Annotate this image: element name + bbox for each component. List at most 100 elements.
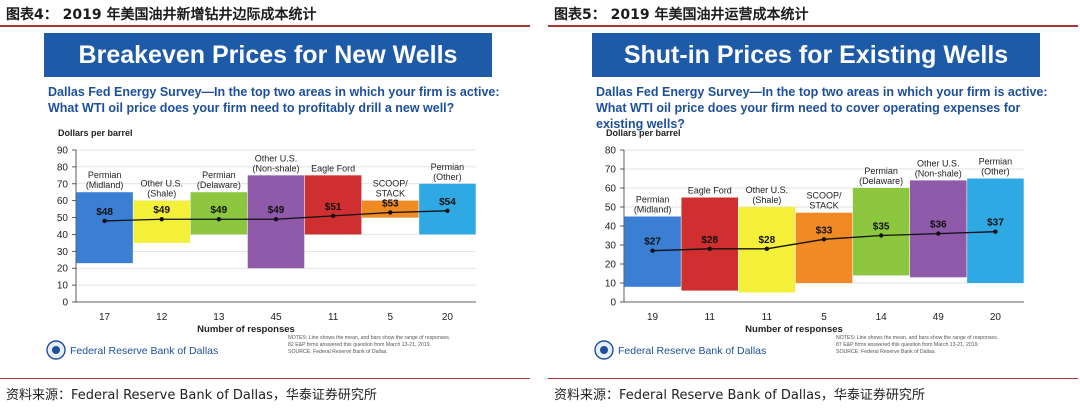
logo-text: Federal Reserve Bank of Dallas <box>70 345 218 357</box>
y-tick-label: 30 <box>57 247 69 258</box>
chart-banner-title: Shut-in Prices for Existing Wells <box>592 33 1040 77</box>
y-tick-label: 40 <box>605 222 617 233</box>
mean-point <box>330 213 336 219</box>
mean-point <box>993 229 998 234</box>
mean-label: $37 <box>987 218 1004 229</box>
chart-banner-title: Breakeven Prices for New Wells <box>44 33 492 77</box>
mean-label: $28 <box>701 235 718 246</box>
breakeven-chart: Dollars per barrel 0 10 20 30 40 50 60 70 80 90 Per… <box>46 128 476 360</box>
y-axis-label: Dollars per barrel <box>606 128 681 138</box>
chart-note: NOTES: Line shows the mean, and bars sho… <box>288 335 450 341</box>
mean-label: $27 <box>644 237 661 248</box>
y-tick-label: 60 <box>605 184 617 195</box>
category-label: Permian (Delaware) <box>859 166 903 186</box>
category-label: SCOOP/STACK <box>373 179 409 199</box>
y-tick-label: 90 <box>57 146 69 157</box>
figure-4-panel: 图表4： 2019 年美国油井新增钻井边际成本统计 Breakeven Pric… <box>0 0 530 410</box>
category-label: Eagle Ford <box>688 186 732 196</box>
mean-label: $33 <box>816 225 833 236</box>
range-bar <box>681 197 738 291</box>
mean-point <box>273 217 279 222</box>
mean-point <box>764 246 770 251</box>
category-label: Other U.S. (Non-shale) <box>252 153 299 173</box>
response-count: 17 <box>99 312 111 323</box>
mean-point <box>650 248 655 253</box>
mean-label: $49 <box>153 205 170 216</box>
category-label: Permian (Delaware) <box>197 170 241 190</box>
mean-label: $35 <box>873 222 890 233</box>
y-tick-label: 60 <box>57 196 69 207</box>
range-bar <box>76 192 133 264</box>
y-tick-label: 50 <box>605 203 617 214</box>
mean-point <box>102 218 107 224</box>
y-tick-label: 10 <box>605 279 617 290</box>
mean-label: $53 <box>382 198 399 209</box>
mean-point <box>388 210 393 215</box>
mean-point <box>821 237 827 242</box>
range-bar <box>795 212 853 283</box>
mean-label: $54 <box>439 197 456 208</box>
range-bar <box>910 180 967 278</box>
logo-text: Federal Reserve Bank of Dallas <box>618 345 766 357</box>
range-bar <box>304 175 362 235</box>
mean-point <box>707 246 712 251</box>
seal-center-icon <box>600 346 608 354</box>
mean-point <box>159 217 164 222</box>
header-rule <box>548 25 1078 27</box>
range-bar <box>133 200 190 243</box>
y-tick-label: 0 <box>610 298 616 309</box>
y-tick-label: 70 <box>57 179 69 190</box>
mean-point <box>445 208 450 213</box>
figure-header: 图表4： 2019 年美国油井新增钻井边际成本统计 <box>6 7 317 23</box>
response-count: 11 <box>705 312 716 323</box>
category-label: Other U.S. (Shale) <box>746 185 789 205</box>
y-tick-label: 70 <box>605 165 617 176</box>
y-tick-label: 40 <box>57 230 69 241</box>
response-count: 5 <box>821 312 827 323</box>
x-axis-label: Number of responses <box>745 324 843 335</box>
chart-note: 82 E&P firms answered this question from… <box>288 342 431 348</box>
y-tick-label: 20 <box>57 264 69 275</box>
header-rule <box>0 25 530 27</box>
y-tick-label: 80 <box>57 162 69 173</box>
response-count: 11 <box>328 312 339 323</box>
mean-point <box>878 233 884 238</box>
category-label: Permian (Midland) <box>86 170 124 190</box>
fed-logo: Federal Reserve Bank of Dallas <box>594 340 766 360</box>
category-label: Other U.S. (Shale) <box>140 179 183 199</box>
category-label: Permian (Other) <box>431 162 465 182</box>
footer-rule <box>0 378 530 379</box>
response-count: 20 <box>990 312 1002 323</box>
fed-logo: Federal Reserve Bank of Dallas <box>46 340 218 360</box>
response-count: 12 <box>156 312 168 323</box>
response-count: 11 <box>762 312 773 323</box>
x-axis-label: Number of responses <box>197 324 295 335</box>
mean-point <box>936 231 941 236</box>
chart-subtitle: Dallas Fed Energy Survey—In the top two … <box>596 85 1048 131</box>
response-count: 14 <box>876 312 888 323</box>
category-label: Permian (Other) <box>979 157 1013 177</box>
response-count: 19 <box>647 312 659 323</box>
chart-note: NOTES: Line shows the mean, and bars sho… <box>836 335 998 341</box>
figure-header: 图表5： 2019 年美国油井运营成本统计 <box>554 7 809 23</box>
seal-center-icon <box>52 346 60 354</box>
y-tick-label: 80 <box>605 146 617 157</box>
chart-note: SOURCE: Federal Reserve Bank of Dallas. <box>836 349 936 355</box>
response-count: 45 <box>270 312 282 323</box>
range-bar <box>190 192 248 235</box>
shut-in-chart: Dollars per barrel 0 10 20 30 40 50 60 70 80 Permi… <box>594 128 1024 360</box>
chart-note: 87 E&P firms answered this question from… <box>836 342 979 348</box>
category-label: Other U.S. (Non-shale) <box>915 158 962 178</box>
category-label: Eagle Ford <box>311 163 355 173</box>
source-note: 资料来源：Federal Reserve Bank of Dallas，华泰证券… <box>554 388 925 403</box>
y-tick-label: 50 <box>57 213 69 224</box>
y-axis-label: Dollars per barrel <box>58 128 133 138</box>
mean-label: $49 <box>211 205 228 216</box>
y-tick-label: 10 <box>57 281 69 292</box>
y-tick-label: 30 <box>605 241 617 252</box>
response-count: 13 <box>213 312 225 323</box>
response-count: 5 <box>388 312 394 323</box>
mean-label: $28 <box>759 235 776 246</box>
mean-label: $48 <box>96 207 113 218</box>
mean-label: $36 <box>930 220 947 231</box>
